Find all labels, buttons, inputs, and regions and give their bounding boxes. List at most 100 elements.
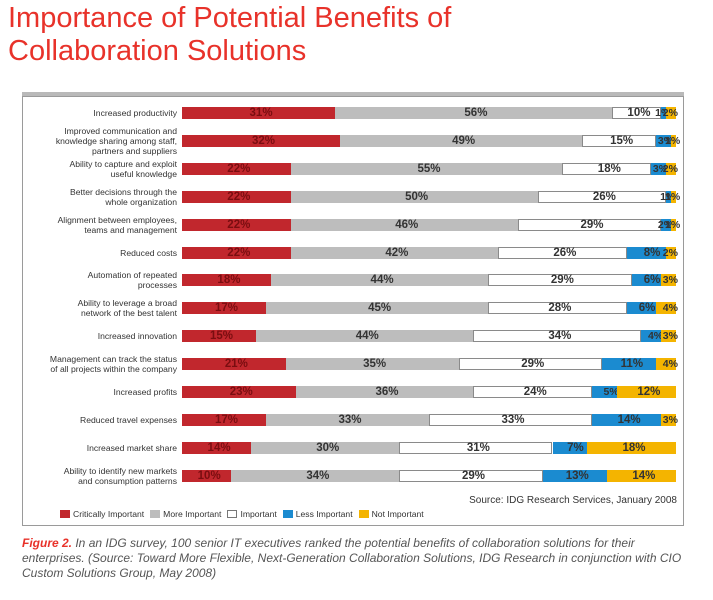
data-label: 4% (662, 358, 678, 371)
bar-segment-less (592, 413, 662, 426)
bar-segment-not (656, 302, 676, 315)
data-label: 22% (227, 218, 251, 231)
bar-segment-more (295, 386, 474, 398)
data-label: 29% (461, 469, 485, 482)
category-label: Better decisions through the whole organi… (9, 187, 177, 207)
legend-swatch (150, 510, 161, 518)
category-label: Alignment between employees, teams and ma… (9, 215, 177, 235)
category-label-line: partners and suppliers (91, 145, 177, 156)
data-label: 22% (227, 246, 251, 259)
data-label: 33% (338, 413, 362, 426)
legend-label: More Important (163, 509, 222, 519)
category-label: Ability to capture and exploit useful kno… (9, 158, 178, 179)
data-label: 28% (548, 302, 572, 315)
data-label: 56% (464, 107, 488, 119)
bar-segment-not (666, 107, 676, 119)
data-label: 31% (249, 107, 273, 119)
figure-label: Figure 2. (22, 536, 73, 550)
data-label: 46% (395, 218, 419, 231)
bar-segment-more (270, 274, 489, 287)
category-label-line: Increased innovation (97, 331, 177, 342)
category-label: Improved communication and knowledge shar… (9, 126, 177, 156)
bar-segment-less (661, 218, 672, 231)
bar-segment-important (562, 162, 652, 175)
data-label: 36% (375, 386, 399, 398)
category-label-line: Management can track the status (49, 354, 177, 365)
data-label: 44% (370, 274, 394, 287)
data-label: 18% (217, 274, 241, 287)
bar-segment-less (542, 469, 607, 482)
bar-segment-important (473, 330, 642, 343)
bar-segment-critically (182, 134, 341, 147)
legend-swatch (282, 510, 293, 518)
bar-segment-less (656, 134, 672, 147)
bar-segment-important (498, 246, 627, 259)
legend-item-critically: Critically Important (60, 509, 144, 519)
bar-segment-not (587, 441, 676, 454)
legend-item-important: Important (227, 509, 277, 519)
data-label: 22% (227, 190, 251, 203)
category-label: Increased market share (9, 443, 177, 453)
data-label: 2% (657, 218, 674, 231)
category-label-line: Ability to capture and exploit (69, 158, 178, 169)
data-label: 8% (643, 246, 661, 259)
bar-segment-important (537, 190, 667, 203)
bar-segment-important (611, 107, 662, 119)
data-label: 1% (665, 190, 681, 203)
legend: Critically Important More Important Import… (60, 508, 430, 520)
category-label-line: teams and management (84, 224, 177, 235)
category-label: Reduced travel expenses (9, 415, 177, 425)
data-label: 3% (652, 162, 669, 175)
title-line-1: Importance of Potential Benefits of (8, 2, 452, 34)
category-label-line: Ability to leverage a broad (77, 298, 177, 309)
bar-segment-more (256, 330, 474, 343)
category-label: Increased innovation (9, 331, 177, 341)
bar-segment-less (626, 246, 667, 259)
bar-segment-critically (182, 107, 336, 119)
legend-item-not: Not Important (358, 509, 424, 519)
bar-segment-important (473, 386, 592, 398)
category-label-line: Increased productivity (93, 108, 177, 118)
category-label-line: useful knowledge (110, 168, 177, 179)
category-label-line: Reduced costs (120, 247, 177, 258)
data-label: 4% (662, 302, 678, 315)
bar-segment-important (429, 413, 593, 426)
data-label: 35% (363, 358, 387, 371)
category-label: Increased productivity (9, 108, 177, 118)
data-label: 22% (227, 162, 251, 175)
data-label: 4% (647, 330, 664, 343)
data-label: 14% (632, 469, 656, 482)
bar-segment-not (606, 469, 676, 482)
bar-segment-not (661, 330, 676, 343)
data-label: 29% (580, 218, 604, 231)
data-label: 7% (567, 441, 584, 454)
data-label: 3% (662, 330, 678, 343)
bar-segment-important (399, 441, 553, 454)
data-label: 42% (385, 246, 409, 259)
data-label: 29% (550, 274, 574, 287)
legend-swatch (227, 510, 238, 518)
category-label-line: of all projects within the company (50, 364, 177, 375)
bar-segment-more (290, 218, 518, 231)
category-label-line: processes (137, 280, 177, 291)
data-label: 1% (665, 134, 681, 147)
data-label: 26% (592, 190, 616, 203)
category-label-line: whole organization (105, 196, 177, 207)
bar-segment-critically (182, 302, 266, 315)
bar-segment-less (601, 358, 657, 371)
bar-segment-critically (182, 330, 257, 343)
category-label-line: network of the best talent (80, 308, 177, 319)
bar-segment-more (290, 246, 499, 259)
legend-item-less: Less Important (282, 509, 353, 519)
category-label: Automation of repeated processes (9, 270, 177, 290)
bar-segment-not (666, 246, 676, 259)
data-label: 17% (214, 413, 238, 426)
bar-segment-not (671, 218, 676, 231)
category-label-line: Increased market share (86, 442, 177, 453)
bar-segment-less (552, 441, 588, 454)
bar-segment-less (631, 274, 662, 287)
bar-segment-more (231, 469, 400, 482)
data-label: 34% (548, 330, 572, 343)
data-label: 49% (452, 134, 476, 147)
category-label: Ability to identify new markets and consu… (9, 466, 177, 486)
